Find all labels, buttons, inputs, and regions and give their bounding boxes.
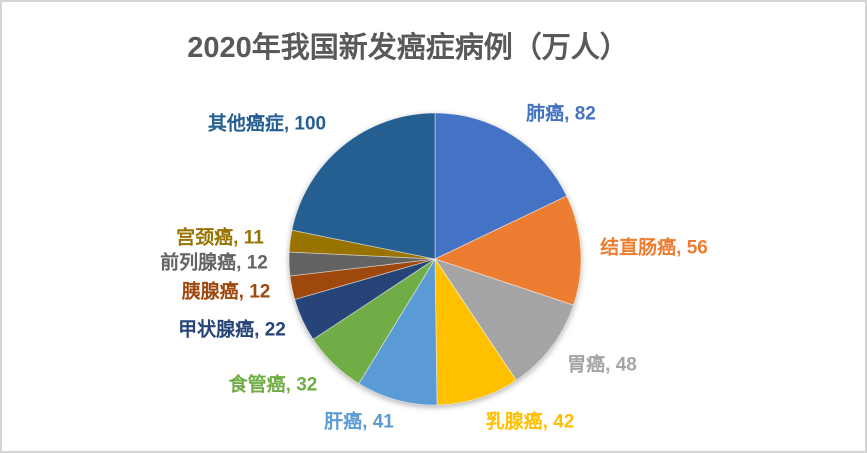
slice-label-8: 前列腺癌, 12 — [160, 252, 268, 274]
pie-slice-2 — [434, 258, 574, 381]
slice-label-1: 结直肠癌, 56 — [600, 237, 708, 259]
pie-slice-4 — [358, 257, 438, 406]
pie-slice-0 — [434, 112, 568, 260]
slice-label-3: 乳腺癌, 42 — [485, 411, 575, 433]
chart-title: 2020年我国新发癌症病例（万人） — [187, 32, 629, 64]
slice-label-2: 胃癌, 48 — [567, 354, 637, 376]
slice-label-0: 肺癌, 82 — [526, 103, 596, 125]
slice-label-5: 食管癌, 32 — [228, 374, 318, 396]
pie-slice-10 — [291, 112, 436, 260]
slice-label-4: 肝癌, 41 — [324, 411, 394, 433]
slice-label-7: 胰腺癌, 12 — [181, 281, 271, 303]
pie-slices — [288, 112, 582, 406]
slice-label-10: 其他癌症, 100 — [207, 113, 327, 135]
pie-slice-1 — [433, 195, 582, 306]
pie-slice-3 — [434, 257, 517, 406]
slice-label-6: 甲状腺癌, 22 — [178, 319, 286, 341]
slice-label-9: 宫颈癌, 11 — [176, 227, 264, 249]
